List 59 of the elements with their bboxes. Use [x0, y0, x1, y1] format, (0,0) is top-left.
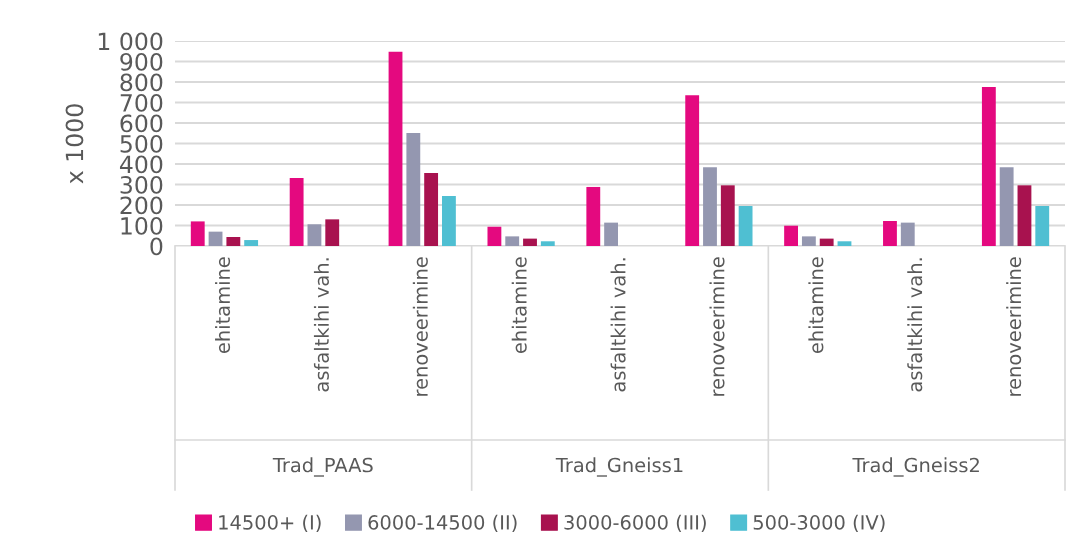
bar [289, 177, 304, 246]
bar [208, 231, 223, 246]
bar [523, 238, 537, 246]
y-tick-label: 200 [120, 196, 163, 215]
x-tick-label: renoveerimine [412, 257, 428, 396]
y-tick-label: 500 [120, 134, 163, 153]
x-tick-label: ehitamine [808, 257, 824, 354]
y-tick-label: 0 [150, 237, 163, 256]
y-tick-label: 600 [120, 114, 163, 133]
bar [900, 222, 915, 246]
bar [685, 95, 700, 246]
bar [505, 236, 520, 246]
bar [819, 238, 834, 246]
legend-label: 14500+ (I) [219, 514, 321, 533]
x-tick-label: asfaltkihi vah. [907, 258, 923, 392]
legend-label: 3000-6000 (III) [564, 514, 706, 533]
y-tick-label: 900 [120, 52, 163, 71]
bar [244, 240, 259, 246]
text: Trad_Gneiss1 [555, 457, 683, 477]
bar [784, 225, 798, 246]
bar [1035, 206, 1050, 246]
bar [540, 241, 555, 246]
bar [424, 173, 439, 246]
legend-label: 6000-14500 (II) [368, 514, 517, 533]
y-axis-title: x 1000 [65, 104, 84, 184]
bar [837, 241, 852, 246]
bar [801, 236, 816, 246]
y-tick-label: 1 000 [98, 32, 163, 51]
bar [604, 222, 619, 246]
bar [999, 167, 1014, 246]
bar [442, 195, 456, 246]
y-tick-label: 800 [120, 73, 163, 92]
y-tick-label: 700 [120, 93, 163, 112]
x-tick-label: renoveerimine [1006, 257, 1022, 396]
x-tick-label: asfaltkihi vah. [313, 258, 329, 392]
bar [586, 186, 601, 246]
legend-label: 500-3000 (IV) [753, 514, 885, 533]
x-tick-label: ehitamine [215, 257, 231, 354]
y-tick-label: 100 [121, 216, 163, 235]
bar [738, 206, 753, 246]
bar [226, 236, 241, 246]
bar [406, 133, 421, 246]
y-tick-label: 300 [120, 175, 163, 194]
x-tick-label: asfaltkihi vah. [610, 258, 626, 392]
bar [883, 220, 897, 246]
bar [325, 219, 340, 246]
bar [388, 51, 403, 246]
bar [307, 224, 322, 246]
bar [1017, 185, 1032, 246]
text: Trad_PAAS [272, 457, 373, 477]
y-tick-label: 400 [119, 155, 163, 174]
bar [720, 185, 735, 246]
x-tick-label: ehitamine [511, 257, 527, 354]
bar [981, 86, 996, 246]
x-tick-label: renoveerimine [709, 257, 725, 396]
bar [190, 221, 205, 246]
bar [703, 167, 717, 246]
bar [487, 226, 502, 246]
text: Trad_Gneiss2 [852, 457, 979, 477]
